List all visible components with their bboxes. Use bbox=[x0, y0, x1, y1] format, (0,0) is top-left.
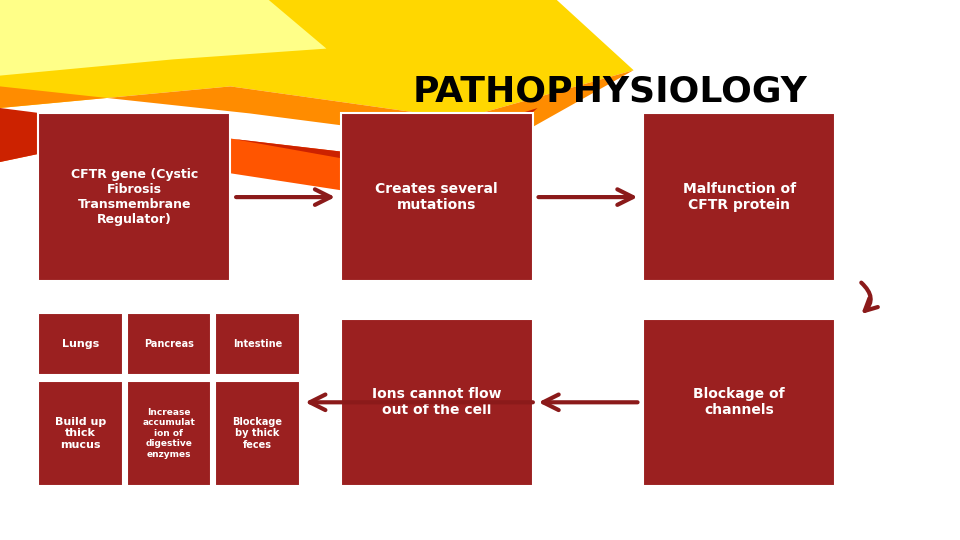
Polygon shape bbox=[0, 108, 538, 173]
Polygon shape bbox=[0, 0, 634, 119]
Text: PATHOPHYSIOLOGY: PATHOPHYSIOLOGY bbox=[412, 75, 807, 109]
FancyBboxPatch shape bbox=[38, 313, 123, 375]
Polygon shape bbox=[0, 130, 480, 200]
FancyBboxPatch shape bbox=[127, 313, 211, 375]
FancyBboxPatch shape bbox=[127, 381, 211, 486]
Text: Blockage
by thick
feces: Blockage by thick feces bbox=[232, 417, 282, 450]
Text: Creates several
mutations: Creates several mutations bbox=[375, 182, 498, 212]
Text: Blockage of
channels: Blockage of channels bbox=[693, 387, 785, 417]
FancyBboxPatch shape bbox=[643, 319, 835, 486]
Polygon shape bbox=[0, 0, 326, 76]
Text: Increase
accumulat
ion of
digestive
enzymes: Increase accumulat ion of digestive enzy… bbox=[142, 408, 196, 458]
FancyBboxPatch shape bbox=[341, 319, 533, 486]
FancyBboxPatch shape bbox=[215, 381, 300, 486]
Text: CFTR gene (Cystic
Fibrosis
Transmembrane
Regulator): CFTR gene (Cystic Fibrosis Transmembrane… bbox=[71, 168, 198, 226]
FancyBboxPatch shape bbox=[215, 313, 300, 375]
Text: Pancreas: Pancreas bbox=[144, 339, 194, 349]
Text: Ions cannot flow
out of the cell: Ions cannot flow out of the cell bbox=[372, 387, 501, 417]
Polygon shape bbox=[0, 70, 634, 146]
FancyBboxPatch shape bbox=[38, 113, 230, 281]
Text: Lungs: Lungs bbox=[62, 339, 99, 349]
FancyBboxPatch shape bbox=[38, 381, 123, 486]
FancyBboxPatch shape bbox=[341, 113, 533, 281]
Text: Build up
thick
mucus: Build up thick mucus bbox=[55, 417, 107, 450]
FancyBboxPatch shape bbox=[643, 113, 835, 281]
Text: Intestine: Intestine bbox=[232, 339, 282, 349]
Text: Malfunction of
CFTR protein: Malfunction of CFTR protein bbox=[683, 182, 796, 212]
